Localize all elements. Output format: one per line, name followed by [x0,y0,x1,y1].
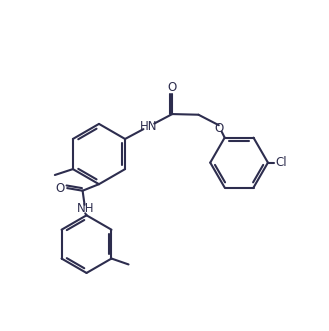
Text: O: O [55,182,64,195]
Text: NH: NH [76,202,94,215]
Text: O: O [214,122,223,135]
Text: O: O [168,81,177,94]
Text: HN: HN [140,120,157,133]
Text: Cl: Cl [275,156,287,169]
